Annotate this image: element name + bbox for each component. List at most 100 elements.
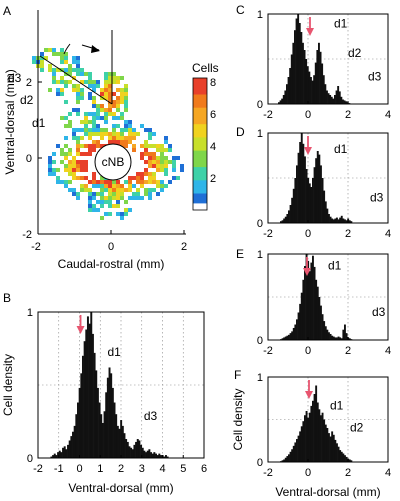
density-pixel (156, 184, 160, 188)
density-pixel (64, 136, 68, 140)
density-pixel (144, 152, 148, 156)
bar (310, 405, 313, 462)
density-pixel (128, 136, 132, 140)
density-pixel (56, 180, 60, 184)
peak-annotation: d2 (350, 420, 364, 434)
bar (286, 335, 289, 340)
colorbar-swatch (193, 91, 207, 95)
bar (316, 286, 319, 340)
angle-line (39, 55, 113, 105)
density-pixel (52, 52, 56, 56)
bar (308, 71, 311, 104)
density-pixel (88, 120, 92, 124)
density-pixel (100, 104, 104, 108)
density-pixel (128, 180, 132, 184)
bar (288, 454, 290, 462)
colorbar-swatch (193, 200, 207, 204)
density-pixel (32, 56, 36, 60)
bar (108, 367, 111, 458)
bar (348, 459, 351, 462)
density-pixel (136, 192, 140, 196)
density-pixel (108, 108, 112, 112)
bar (297, 435, 300, 462)
density-pixel (84, 120, 88, 124)
colorbar-swatch (193, 153, 207, 158)
colorbar-swatch (193, 87, 207, 92)
density-pixel (76, 64, 80, 68)
colorbar-swatch (193, 193, 207, 198)
density-pixel (100, 176, 104, 180)
bar (305, 169, 308, 223)
peak-annotation: d1 (328, 258, 342, 272)
density-pixel (76, 96, 80, 100)
density-pixel (100, 132, 104, 136)
bar (296, 319, 298, 340)
density-pixel (128, 128, 132, 132)
bar (96, 387, 99, 458)
density-pixel (92, 84, 96, 88)
bar (318, 409, 321, 462)
density-pixel (128, 188, 132, 192)
bar (118, 428, 121, 458)
bar (148, 449, 151, 458)
density-pixel (64, 56, 68, 60)
bar (297, 152, 300, 223)
density-pixel (76, 88, 80, 92)
x-tick-label: 4 (385, 345, 391, 357)
density-pixel (128, 176, 132, 180)
bar (110, 373, 113, 458)
bar (75, 414, 78, 458)
a-ytick-neg2: -2 (22, 229, 32, 241)
a-xtick-0: 0 (108, 241, 114, 253)
bar (90, 312, 93, 458)
colorbar-swatch (193, 147, 207, 152)
density-pixel (84, 164, 88, 168)
bar (286, 84, 288, 104)
colorbar-swatch (193, 173, 207, 178)
bar (350, 221, 353, 223)
bar (340, 451, 343, 462)
density-pixel (164, 156, 168, 160)
bar (53, 453, 56, 458)
density-pixel (104, 76, 108, 80)
bar (68, 440, 71, 458)
density-pixel (84, 128, 88, 132)
density-pixel (108, 80, 112, 84)
density-pixel (124, 212, 128, 216)
bar (308, 183, 311, 223)
density-pixel (144, 148, 148, 152)
bar (72, 431, 74, 458)
density-pixel (60, 116, 64, 120)
bar (77, 402, 79, 458)
density-pixel (116, 124, 120, 128)
bar (116, 425, 119, 458)
density-pixel (112, 80, 116, 84)
density-pixel (148, 144, 152, 148)
density-pixel (80, 72, 84, 76)
bar (324, 84, 327, 104)
density-pixel (76, 84, 80, 88)
bar (326, 90, 328, 104)
density-pixel (76, 164, 80, 168)
bar (111, 387, 114, 458)
colorbar-swatch (193, 107, 207, 112)
density-pixel (96, 184, 100, 188)
density-pixel (92, 184, 96, 188)
density-pixel (64, 164, 68, 168)
colorbar (193, 78, 207, 211)
colorbar-swatch (193, 183, 207, 188)
density-pixel (156, 144, 160, 148)
bar (55, 455, 58, 458)
density-pixel (108, 200, 112, 204)
density-pixel (108, 180, 112, 184)
cb-tick-2: 2 (210, 173, 216, 185)
bar (288, 334, 290, 340)
density-pixel (92, 176, 96, 180)
peak-arrow-head (304, 147, 312, 155)
density-pixel (108, 100, 112, 104)
bar (324, 201, 327, 223)
density-pixel (48, 68, 52, 72)
bar (321, 178, 324, 223)
